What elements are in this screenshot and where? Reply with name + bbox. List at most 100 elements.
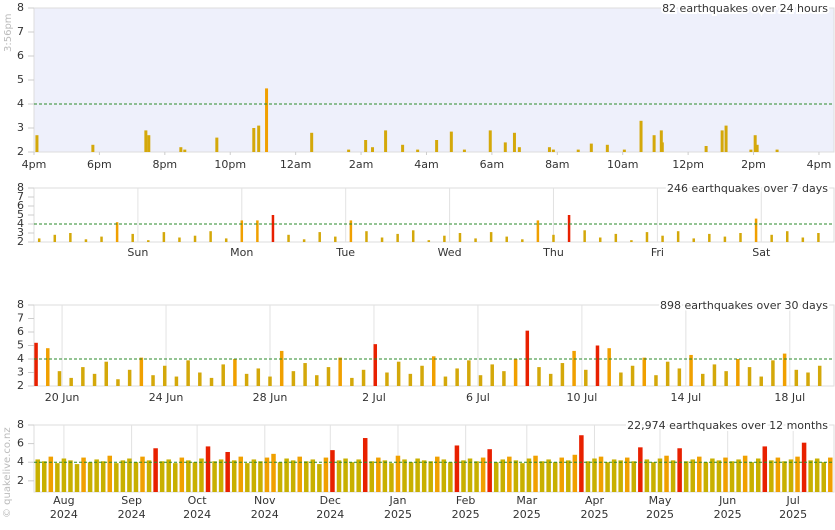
x-tick-label: Thu [543, 246, 564, 259]
x-tick-label: 18 Jul [774, 391, 806, 404]
x-tick-label: Sep 2024 [117, 494, 146, 521]
x-tick-label: Jul 2025 [779, 494, 808, 521]
y-tick-label: 2 [17, 474, 24, 487]
x-tick-label: Dec 2024 [316, 494, 345, 521]
bar [104, 361, 109, 386]
bar [384, 130, 388, 152]
bar [291, 371, 296, 386]
bar [536, 220, 540, 242]
bar [712, 364, 717, 386]
bar [310, 459, 316, 492]
bar [651, 462, 656, 492]
bar [336, 460, 342, 492]
x-tick-label: 12am [279, 158, 312, 171]
bar [739, 233, 742, 242]
bar [297, 456, 302, 492]
credit: © quakelive.co.nz [2, 427, 13, 518]
bar [551, 149, 555, 152]
bar [411, 230, 415, 242]
bar [265, 88, 269, 152]
y-tick-label: 3 [17, 366, 24, 379]
x-tick-label: 6am [479, 158, 505, 171]
bar [521, 239, 524, 242]
y-tick-label: 5 [17, 339, 24, 352]
bar [683, 461, 689, 492]
bar [120, 460, 126, 492]
bar [595, 345, 600, 386]
bar [131, 233, 134, 242]
bar [179, 147, 183, 152]
bar [490, 364, 494, 386]
bar [225, 451, 230, 492]
bar [435, 140, 439, 152]
bar [461, 460, 466, 492]
bar [729, 461, 735, 492]
x-tick-label: Fri [650, 246, 664, 259]
y-tick-label: 8 [17, 1, 24, 14]
bar [520, 463, 525, 492]
bar [179, 457, 185, 492]
bar [209, 377, 214, 386]
plot-area [33, 7, 835, 153]
y-tick-label: 6 [17, 199, 24, 212]
x-tick-label: May 2025 [645, 494, 674, 521]
bar [193, 235, 197, 242]
bar [775, 149, 779, 152]
bar [365, 231, 368, 242]
x-tick-label: Apr 2025 [580, 494, 609, 521]
bar [330, 450, 335, 492]
bar [244, 373, 249, 386]
bar [724, 371, 728, 386]
bar [287, 234, 290, 242]
bar [755, 144, 759, 152]
bar [441, 459, 447, 492]
bar [100, 461, 106, 492]
x-tick-label: 20 Jun [44, 391, 80, 404]
x-tick-label: 12pm [672, 158, 704, 171]
bar [277, 462, 283, 492]
y-tick-label: 2 [17, 235, 24, 248]
bar [133, 462, 139, 492]
bar [69, 233, 72, 242]
bar [361, 369, 366, 386]
bar [427, 240, 431, 242]
bar [245, 463, 250, 492]
bar [421, 460, 427, 492]
bar [692, 238, 695, 242]
bar [770, 234, 773, 242]
bar [310, 132, 314, 152]
bar [284, 458, 289, 492]
bar [140, 456, 145, 492]
bar [323, 457, 329, 492]
bar [619, 372, 623, 386]
bar [91, 144, 95, 152]
bar [458, 233, 462, 242]
bar [512, 132, 516, 152]
bar [55, 463, 60, 492]
bar [147, 135, 151, 152]
bar [747, 367, 752, 386]
bar [35, 459, 40, 492]
bar [817, 365, 822, 386]
bar [622, 149, 626, 152]
bar [186, 460, 191, 492]
bar [209, 231, 212, 242]
bar [256, 368, 261, 386]
bar [828, 457, 833, 492]
y-tick-label: 7 [17, 190, 24, 203]
bar [127, 458, 132, 492]
y-tick-label: 4 [17, 352, 24, 365]
bar [347, 149, 351, 152]
bar [317, 464, 322, 492]
chart-title: 246 earthquakes over 7 days [667, 182, 828, 195]
bar [724, 125, 728, 152]
bar [547, 147, 551, 152]
bar [455, 368, 459, 386]
bar [146, 460, 152, 492]
bar [362, 438, 368, 492]
bar [385, 372, 389, 386]
x-tick-label: 2am [348, 158, 374, 171]
bar [704, 146, 708, 152]
bar [46, 348, 50, 386]
